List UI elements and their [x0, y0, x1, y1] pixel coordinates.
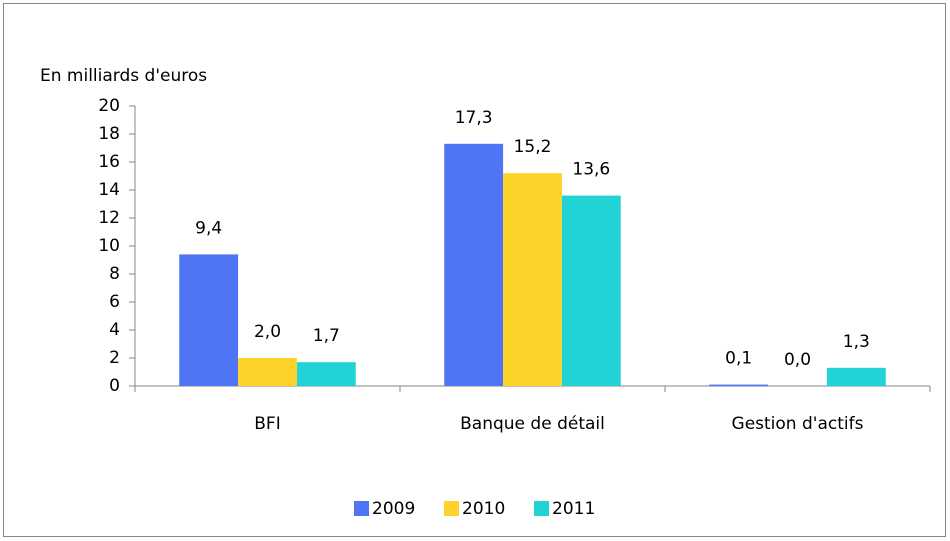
- legend-label: 2010: [462, 499, 505, 519]
- value-label: 13,6: [572, 160, 610, 180]
- y-tick-label: 0: [109, 376, 120, 396]
- x-tick-label: BFI: [254, 414, 280, 434]
- bar: [179, 254, 239, 386]
- bar: [561, 195, 621, 386]
- bar: [238, 358, 297, 386]
- legend-label: 2009: [372, 499, 415, 519]
- y-tick-label: 8: [109, 264, 120, 284]
- legend-label: 2011: [552, 499, 595, 519]
- legend-swatch: [534, 501, 549, 516]
- y-tick-label: 14: [98, 180, 120, 200]
- bar: [296, 362, 356, 386]
- value-label: 9,4: [195, 218, 222, 238]
- legend-swatch: [354, 501, 369, 516]
- y-tick-label: 18: [98, 124, 120, 144]
- y-tick-label: 12: [98, 208, 120, 228]
- bar: [826, 367, 886, 386]
- value-label: 2,0: [254, 322, 281, 342]
- value-label: 1,7: [313, 326, 340, 346]
- x-tick-label: Gestion d'actifs: [732, 414, 864, 434]
- value-label: 15,2: [514, 137, 552, 157]
- y-tick-label: 20: [98, 96, 120, 116]
- value-label: 1,3: [843, 332, 870, 352]
- y-axis-label: En milliards d'euros: [40, 66, 207, 86]
- bar: [503, 173, 562, 386]
- value-label: 0,0: [784, 350, 811, 370]
- y-tick-label: 16: [98, 152, 120, 172]
- x-tick-label: Banque de détail: [460, 414, 605, 434]
- value-label: 0,1: [725, 349, 752, 369]
- legend-swatch: [444, 501, 459, 516]
- y-tick-label: 2: [109, 348, 120, 368]
- bar: [709, 384, 769, 386]
- y-tick-label: 10: [98, 236, 120, 256]
- bar: [444, 143, 504, 386]
- value-label: 17,3: [455, 108, 493, 128]
- y-tick-label: 6: [109, 292, 120, 312]
- y-tick-label: 4: [109, 320, 120, 340]
